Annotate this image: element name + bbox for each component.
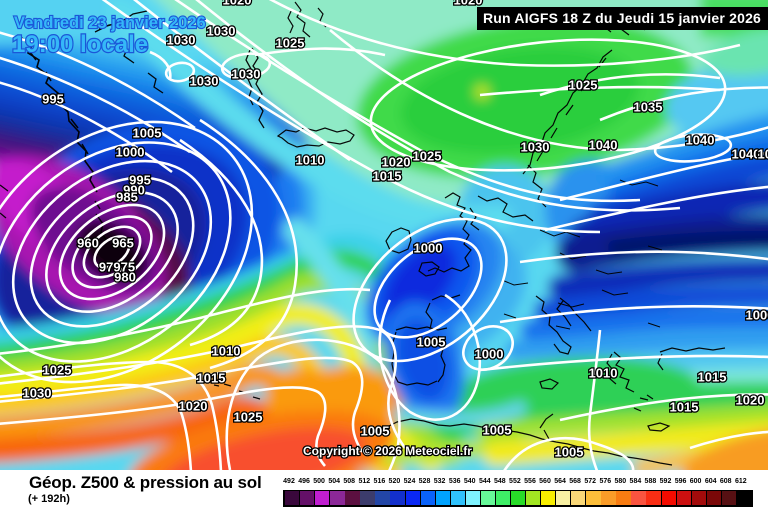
svg-text:1025: 1025 <box>43 363 72 378</box>
svg-text:1025: 1025 <box>413 149 442 164</box>
svg-text:995: 995 <box>42 92 64 107</box>
svg-text:1020: 1020 <box>179 399 208 414</box>
svg-text:960: 960 <box>77 236 99 251</box>
svg-text:1000: 1000 <box>475 347 504 362</box>
svg-text:1010: 1010 <box>589 366 618 381</box>
svg-text:1030: 1030 <box>167 33 196 48</box>
svg-text:1005: 1005 <box>133 126 162 141</box>
svg-text:1015: 1015 <box>670 400 699 415</box>
svg-text:1040: 1040 <box>758 147 768 162</box>
svg-text:1020: 1020 <box>454 0 483 8</box>
svg-text:1030: 1030 <box>521 140 550 155</box>
svg-text:1030: 1030 <box>23 386 52 401</box>
svg-text:1010: 1010 <box>296 153 325 168</box>
svg-text:1030: 1030 <box>207 24 236 39</box>
svg-text:980: 980 <box>114 270 136 285</box>
svg-text:1030: 1030 <box>232 67 261 82</box>
svg-text:1005: 1005 <box>483 423 512 438</box>
svg-text:1020: 1020 <box>382 155 411 170</box>
svg-text:1040: 1040 <box>589 138 618 153</box>
svg-text:1040: 1040 <box>686 133 715 148</box>
svg-text:1020: 1020 <box>223 0 252 8</box>
svg-text:1025: 1025 <box>569 78 598 93</box>
svg-text:1015: 1015 <box>698 370 727 385</box>
svg-text:1035: 1035 <box>634 100 663 115</box>
svg-text:1015: 1015 <box>373 169 402 184</box>
svg-text:985: 985 <box>116 190 138 205</box>
svg-text:1000: 1000 <box>414 241 443 256</box>
svg-text:1030: 1030 <box>190 74 219 89</box>
svg-text:Copyright © 2026 Meteociel.fr: Copyright © 2026 Meteociel.fr <box>303 444 472 458</box>
svg-text:1005: 1005 <box>361 424 390 439</box>
svg-text:1025: 1025 <box>276 36 305 51</box>
svg-text:1005: 1005 <box>417 335 446 350</box>
svg-text:1010: 1010 <box>212 344 241 359</box>
svg-text:965: 965 <box>112 236 134 251</box>
svg-text:1040: 1040 <box>732 147 761 162</box>
svg-text:995: 995 <box>129 173 151 188</box>
svg-text:19:00 locale: 19:00 locale <box>12 31 148 58</box>
svg-text:1025: 1025 <box>234 410 263 425</box>
svg-text:1005: 1005 <box>555 445 584 460</box>
svg-text:Vendredi 23 janvier 2026: Vendredi 23 janvier 2026 <box>14 14 206 32</box>
svg-text:1015: 1015 <box>197 371 226 386</box>
svg-text:1000: 1000 <box>116 145 145 160</box>
svg-text:1020: 1020 <box>736 393 765 408</box>
svg-text:1000: 1000 <box>746 308 768 323</box>
svg-text:990: 990 <box>123 183 145 198</box>
svg-text:97975: 97975 <box>99 260 135 275</box>
